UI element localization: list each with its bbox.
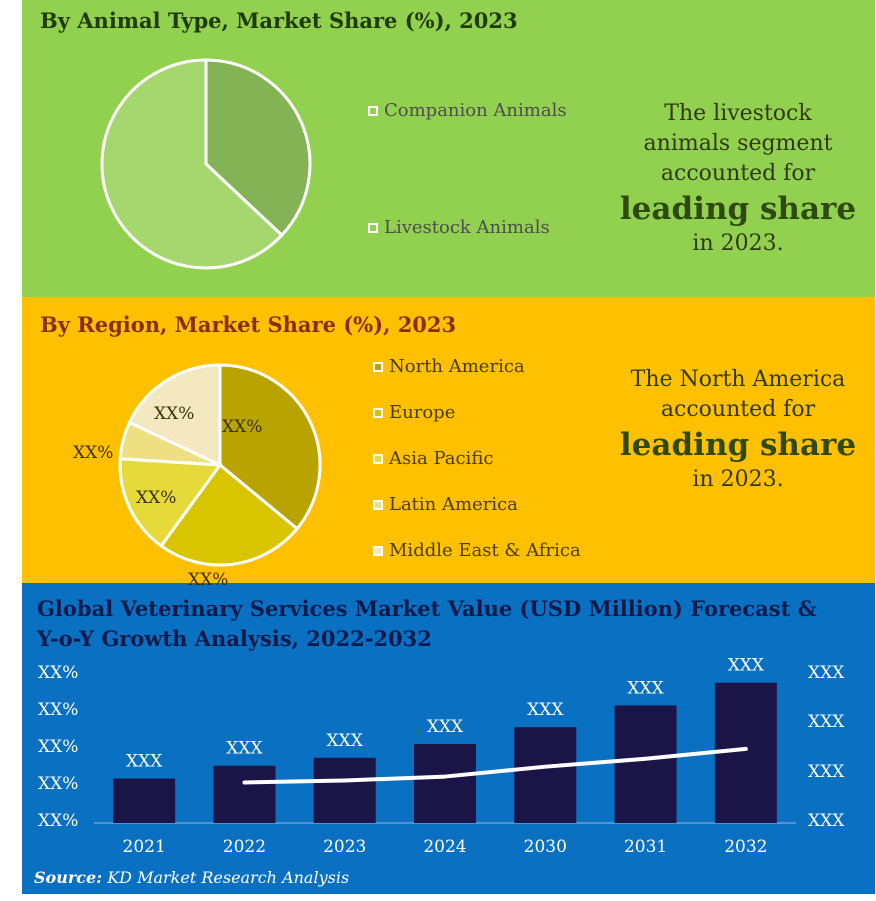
bar-value-label: XXX xyxy=(627,678,664,698)
source-text: KD Market Research Analysis xyxy=(107,868,350,887)
legend-label: Livestock Animals xyxy=(384,217,550,238)
callout-line: animals segment xyxy=(643,131,833,156)
bar-value-label: XXX xyxy=(327,731,364,751)
legend-item-mea: Middle East & Africa xyxy=(373,540,581,561)
right-y-tick: XXX xyxy=(808,761,845,782)
left-y-tick: XX% xyxy=(38,700,79,720)
callout-line: The North America xyxy=(630,367,846,392)
x-tick-label: 2024 xyxy=(423,837,466,857)
legend-swatch xyxy=(373,545,383,556)
legend-item-livestock: Livestock Animals xyxy=(368,217,550,238)
callout-line: The livestock xyxy=(664,101,812,126)
pie-label-north-america: XX% xyxy=(222,417,263,437)
source-note: Source: KD Market Research Analysis xyxy=(34,868,349,887)
callout-line: in 2023. xyxy=(692,231,784,256)
pie-slice-companion-animals xyxy=(204,58,312,238)
x-tick-label: 2032 xyxy=(724,837,767,857)
right-y-tick: XXX xyxy=(808,712,845,733)
bar-2023 xyxy=(313,757,376,823)
pie-label-latin-america: XX% xyxy=(73,443,114,463)
legend-swatch xyxy=(373,499,383,510)
callout-emphasis: leading share xyxy=(619,191,857,227)
pie-slice-livestock-animals xyxy=(100,58,284,270)
animal-type-callout: The livestock animals segment accounted … xyxy=(608,99,868,259)
x-tick-label: 2022 xyxy=(223,837,266,857)
callout-line: in 2023. xyxy=(692,467,784,492)
pie-label-mea: XX% xyxy=(154,404,195,424)
source-label: Source: xyxy=(34,868,103,887)
left-y-tick: XX% xyxy=(38,737,79,757)
bar-value-label: XXX xyxy=(728,656,765,676)
x-tick-label: 2031 xyxy=(624,837,667,857)
legend-label: Latin America xyxy=(389,494,518,515)
legend-swatch xyxy=(373,453,383,464)
legend-swatch xyxy=(373,361,383,372)
legend-label: North America xyxy=(389,356,525,377)
right-y-tick: XXX xyxy=(808,811,845,831)
bar-2022 xyxy=(213,765,276,823)
x-tick-label: 2023 xyxy=(323,837,366,857)
x-tick-label: 2021 xyxy=(123,837,166,857)
pie-label-asia-pacific: XX% xyxy=(136,488,177,508)
bar-value-label: XXX xyxy=(126,752,163,772)
legend-item-latin-america: Latin America xyxy=(373,494,518,515)
legend-swatch xyxy=(373,407,383,418)
legend-label: Companion Animals xyxy=(384,100,567,121)
pie-slice-europe xyxy=(159,462,300,567)
legend-item-north-america: North America xyxy=(373,356,525,377)
legend-item-europe: Europe xyxy=(373,402,455,423)
legend-label: Asia Pacific xyxy=(389,448,494,469)
bar-2021 xyxy=(113,778,176,823)
bar-value-label: XXX xyxy=(226,739,263,759)
region-title: By Region, Market Share (%), 2023 xyxy=(40,312,457,337)
legend-label: Europe xyxy=(389,402,456,423)
growth-line xyxy=(242,746,748,785)
pie-slice-middle-east-africa xyxy=(127,363,222,468)
animal-type-title: By Animal Type, Market Share (%), 2023 xyxy=(40,8,518,33)
left-y-tick: XX% xyxy=(38,774,79,794)
bar-2031 xyxy=(614,705,677,823)
bar-value-label: XXX xyxy=(427,717,464,737)
legend-item-asia-pacific: Asia Pacific xyxy=(373,448,493,469)
pie-slice-asia-pacific xyxy=(118,457,223,548)
region-callout: The North America accounted for leading … xyxy=(608,365,868,495)
right-y-tick: XXX xyxy=(808,663,845,683)
legend-label: Middle East & Africa xyxy=(389,540,581,561)
bar-2030 xyxy=(514,727,577,823)
legend-swatch xyxy=(368,105,378,116)
legend-item-companion: Companion Animals xyxy=(368,100,567,121)
x-tick-label: 2030 xyxy=(524,837,567,857)
market-value-title: Global Veterinary Services Market Value … xyxy=(37,596,817,651)
legend-swatch xyxy=(368,222,378,233)
callout-line: accounted for xyxy=(660,397,816,422)
callout-line: accounted for xyxy=(660,161,816,186)
callout-emphasis: leading share xyxy=(619,427,857,463)
pie-label-europe: XX% xyxy=(188,570,229,590)
left-y-tick: XX% xyxy=(38,811,79,831)
left-y-tick: XX% xyxy=(38,663,79,683)
pie-slice-north-america xyxy=(218,363,322,531)
bar-2024 xyxy=(414,743,476,823)
bar-value-label: XXX xyxy=(527,700,564,720)
